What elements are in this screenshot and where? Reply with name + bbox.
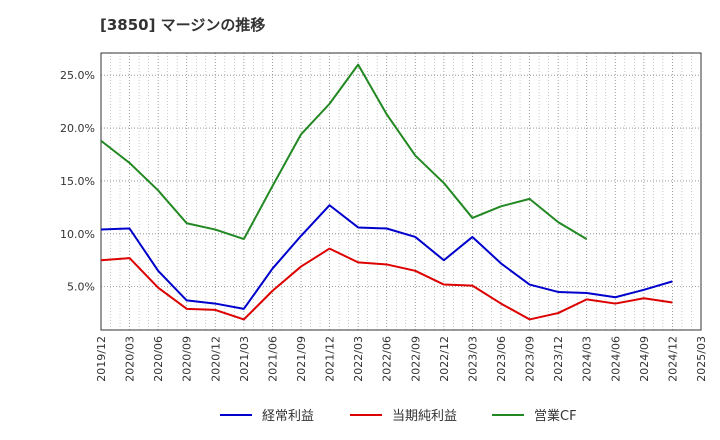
x-tick-label: 2023/09 <box>524 336 537 382</box>
x-tick-labels: 2019/12 2020/03 2020/06 2020/09 2020/12 2021/… <box>95 336 708 382</box>
y-tick-labels: 5.0% 10.0% 15.0% 20.0% 25.0% <box>60 69 95 293</box>
x-tick-label: 2020/03 <box>124 336 137 382</box>
series-lines <box>100 63 673 321</box>
legend-label: 営業CF <box>534 408 577 424</box>
x-tick-label: 2020/12 <box>209 336 222 382</box>
legend-label: 経常利益 <box>262 409 314 424</box>
y-tick-label: 20.0% <box>60 122 95 135</box>
x-tick-label: 2021/09 <box>295 336 308 382</box>
x-tick-label: 2024/06 <box>609 336 622 382</box>
x-tick-label: 2020/06 <box>152 336 165 382</box>
series-line <box>100 247 673 321</box>
grid <box>100 53 702 330</box>
x-tick-label: 2020/09 <box>181 336 194 382</box>
x-tick-label: 2021/12 <box>324 336 337 382</box>
axes <box>100 52 702 331</box>
legend: 経常利益 当期純利益 営業CF <box>220 408 577 424</box>
y-tick-label: 25.0% <box>60 69 95 82</box>
y-tick-label: 10.0% <box>60 228 95 241</box>
x-tick-label: 2023/03 <box>466 336 479 382</box>
y-tick-label: 15.0% <box>60 175 95 188</box>
x-tick-label: 2024/12 <box>666 336 679 382</box>
series-line <box>100 204 673 310</box>
plot-frame <box>100 52 702 331</box>
legend-label: 当期純利益 <box>392 409 457 424</box>
x-tick-label: 2022/12 <box>438 336 451 382</box>
x-tick-label: 2025/03 <box>695 336 708 382</box>
y-tick-label: 5.0% <box>67 281 95 294</box>
x-tick-label: 2021/06 <box>266 336 279 382</box>
series-line <box>100 63 588 241</box>
x-tick-label: 2022/09 <box>409 336 422 382</box>
x-tick-label: 2023/06 <box>495 336 508 382</box>
x-tick-label: 2019/12 <box>95 336 108 382</box>
x-tick-label: 2023/12 <box>552 336 565 382</box>
x-tick-label: 2021/03 <box>238 336 251 382</box>
x-tick-label: 2022/03 <box>352 336 365 382</box>
x-tick-label: 2024/03 <box>581 336 594 382</box>
x-tick-label: 2022/06 <box>381 336 394 382</box>
x-tick-label: 2024/09 <box>638 336 651 382</box>
chart-title: [3850] マージンの推移 <box>100 16 266 34</box>
